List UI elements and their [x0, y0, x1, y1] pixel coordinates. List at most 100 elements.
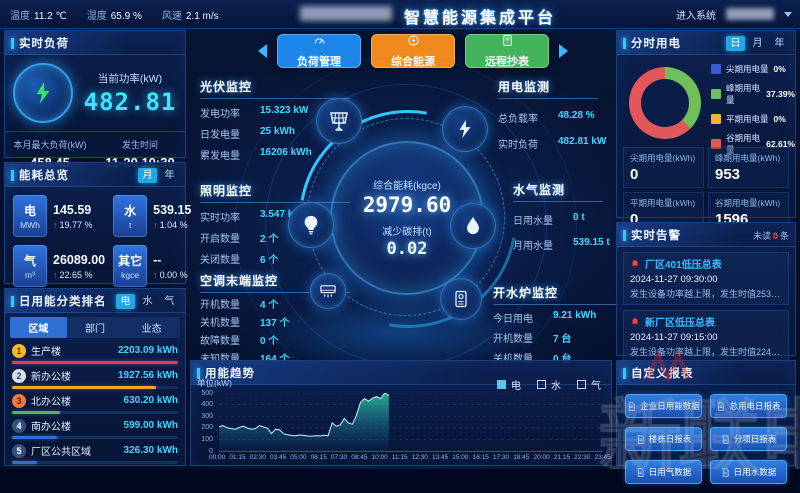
legend-sharp: 尖期用电量 0% — [711, 63, 795, 75]
tou-donut-chart[interactable] — [629, 67, 701, 139]
panel-title: 能耗总览 — [19, 170, 69, 182]
electricity-monitoring-block: 用电监测 总负载率 48.28 % 实时负荷 482.81 kW — [498, 80, 607, 151]
y-axis-tick: 300 — [201, 412, 213, 420]
toggle-month[interactable]: 月 — [138, 167, 157, 183]
legend-valley: 谷期用电量 62.61% — [711, 132, 795, 156]
enter-system-link[interactable]: 进入系统 — [676, 10, 716, 22]
rank-row[interactable]: 5 厂区公共区域 326.30 kWh — [12, 439, 178, 464]
column-tab-business[interactable]: 业态 — [141, 324, 162, 335]
carousel-right-arrow[interactable] — [559, 44, 568, 58]
y-axis-tick: 200 — [201, 424, 213, 432]
y-axis-tick: 0 — [209, 447, 213, 455]
x-axis-tick: 17:30 — [492, 454, 510, 461]
legend-swatch — [537, 380, 546, 389]
panel-title: 用能趋势 — [205, 368, 255, 380]
y-axis-label: 单位(kW) — [197, 378, 232, 388]
current-power-label: 当前功率(kW) — [97, 72, 163, 85]
rank-badge: 1 — [12, 343, 26, 358]
legend-water[interactable]: 水 — [537, 377, 561, 392]
tab-gas[interactable]: 气 — [164, 295, 175, 307]
lighting-monitoring-block: 照明监控 实时功率 3.547 kW 开启数量 2 个 关闭数量 6 个 — [200, 182, 400, 266]
y-axis-tick: 400 — [201, 401, 213, 409]
up-arrow-icon: ↑ — [53, 269, 58, 280]
daily-energy-ranking-panel: 日用能分类排名 电 水 气 区域 部门 业态 1 生产楼 2203.09 kWh … — [4, 288, 186, 466]
redacted-username[interactable] — [726, 8, 774, 20]
load-management-button[interactable]: 负荷管理 — [277, 34, 361, 68]
rank-badge: 5 — [12, 443, 26, 458]
toggle-year[interactable]: 年 — [164, 169, 175, 181]
x-axis-tick: 05:00 — [290, 454, 307, 461]
legend-electricity[interactable]: 电 — [497, 377, 521, 392]
toggle-month[interactable]: 月 — [752, 37, 763, 49]
solar-panel-icon — [316, 98, 362, 144]
report-button-total-electricity[interactable]: 总用电日报表 — [710, 394, 787, 418]
up-arrow-icon: ↑ — [153, 219, 158, 230]
x-axis-tick: 21:15 — [553, 454, 571, 461]
document-icon — [721, 434, 730, 444]
column-tab-department[interactable]: 部门 — [85, 324, 105, 335]
tab-water[interactable]: 水 — [142, 295, 153, 307]
lightning-icon — [442, 106, 488, 152]
panel-title: 实时负荷 — [19, 38, 69, 50]
x-axis-ticks: 00:00 01:15 02:30 03:45 05:00 06:15 07:30 08:45… — [209, 454, 611, 461]
panel-title: 自定义报表 — [631, 368, 694, 380]
x-axis-tick: 11:15 — [391, 454, 408, 461]
rank-bar — [12, 411, 61, 414]
legend-swatch — [711, 114, 721, 124]
custom-reports-panel: 自定义报表 企业日用能数据 总用电日报表 楼栋日报表 分项日报表 日用气数据 日… — [616, 360, 796, 484]
alert-item[interactable]: 新厂区低压总表 2024-11-27 09:15:00 发生设备功率越上限，发生… — [623, 310, 789, 363]
center-stage: 综合能耗(kgce) 2979.60 减少碳排(t) 0.02 光伏监控 发电功… — [190, 56, 643, 398]
document-icon — [636, 434, 645, 444]
alarm-bell-icon — [630, 259, 640, 269]
report-button-subitem-daily[interactable]: 分项日报表 — [710, 427, 787, 451]
pv-monitoring-block: 光伏监控 发电功率 15.323 kW 日发电量 25 kWh 累发电量 16206 … — [200, 78, 400, 162]
toggle-day[interactable]: 日 — [726, 35, 745, 51]
x-axis-tick: 22:30 — [574, 454, 591, 461]
x-axis-tick: 03:45 — [269, 454, 287, 461]
x-axis-tick: 00:00 — [209, 454, 226, 461]
x-axis-tick: 16:15 — [472, 454, 489, 461]
chevron-down-icon[interactable] — [784, 11, 792, 17]
rank-row[interactable]: 4 南办公楼 599.00 kWh — [12, 414, 178, 439]
sharp-energy-stat: 尖期用电量(kWh) 0 — [623, 147, 704, 188]
panel-title: 日用能分类排名 — [19, 296, 107, 308]
legend-swatch — [577, 380, 586, 389]
rank-row[interactable]: 2 新办公楼 1927.56 kWh — [12, 364, 178, 389]
panel-accent — [197, 367, 200, 379]
current-power-value: 482.81 — [83, 87, 177, 116]
panel-title: 实时告警 — [631, 230, 681, 242]
legend-swatch — [497, 380, 506, 389]
water-boiler-icon — [440, 278, 482, 320]
report-button-daily-energy[interactable]: 企业日用能数据 — [625, 394, 702, 418]
up-arrow-icon: ↑ — [153, 269, 158, 280]
humidity: 湿度 65.9 % — [86, 10, 142, 22]
carbon-reduction-label: 减少碳排(t) — [382, 227, 432, 238]
x-axis-tick: 01:15 — [229, 454, 246, 461]
x-axis-tick: 15:00 — [452, 454, 469, 461]
y-axis-ticks: 0 100 200 300 400 500 — [191, 390, 216, 455]
legend-gas[interactable]: 气 — [577, 377, 601, 392]
panel-accent — [623, 367, 626, 379]
carousel-left-arrow[interactable] — [258, 44, 267, 58]
remote-meter-reading-button[interactable]: 远程抄表 — [465, 34, 549, 68]
legend-swatch — [711, 89, 721, 99]
x-axis-tick: 06:15 — [310, 454, 327, 461]
tab-electricity[interactable]: 电 — [116, 293, 135, 309]
alert-item[interactable]: 厂区401低压总表 2024-11-27 09:30:00 发生设备功率越上限，… — [623, 252, 789, 305]
report-button-daily-gas[interactable]: 日用气数据 — [625, 460, 702, 484]
trend-area-chart[interactable] — [219, 393, 603, 451]
rank-row[interactable]: 1 生产楼 2203.09 kWh — [12, 339, 178, 364]
tile-gas: 气 m³ 26089.00 ↑ 22.65 % — [13, 245, 105, 287]
total-energy-label: 综合能耗(kgce) — [373, 181, 441, 192]
water-gas-monitoring-block: 水气监测 日用水量 0 t 月用水量 539.15 t — [513, 183, 610, 252]
x-axis-tick: 07:30 — [330, 454, 348, 461]
toggle-year[interactable]: 年 — [774, 37, 785, 49]
x-axis-tick: 12:30 — [411, 454, 428, 461]
report-button-building-daily[interactable]: 楼栋日报表 — [625, 427, 702, 451]
column-tab-region[interactable]: 区域 — [10, 317, 67, 338]
report-button-daily-water[interactable]: 日用水数据 — [710, 460, 787, 484]
panel-accent — [623, 37, 626, 49]
x-axis-tick: 08:45 — [351, 454, 368, 461]
rank-row[interactable]: 3 北办公楼 630.20 kWh — [12, 389, 178, 414]
